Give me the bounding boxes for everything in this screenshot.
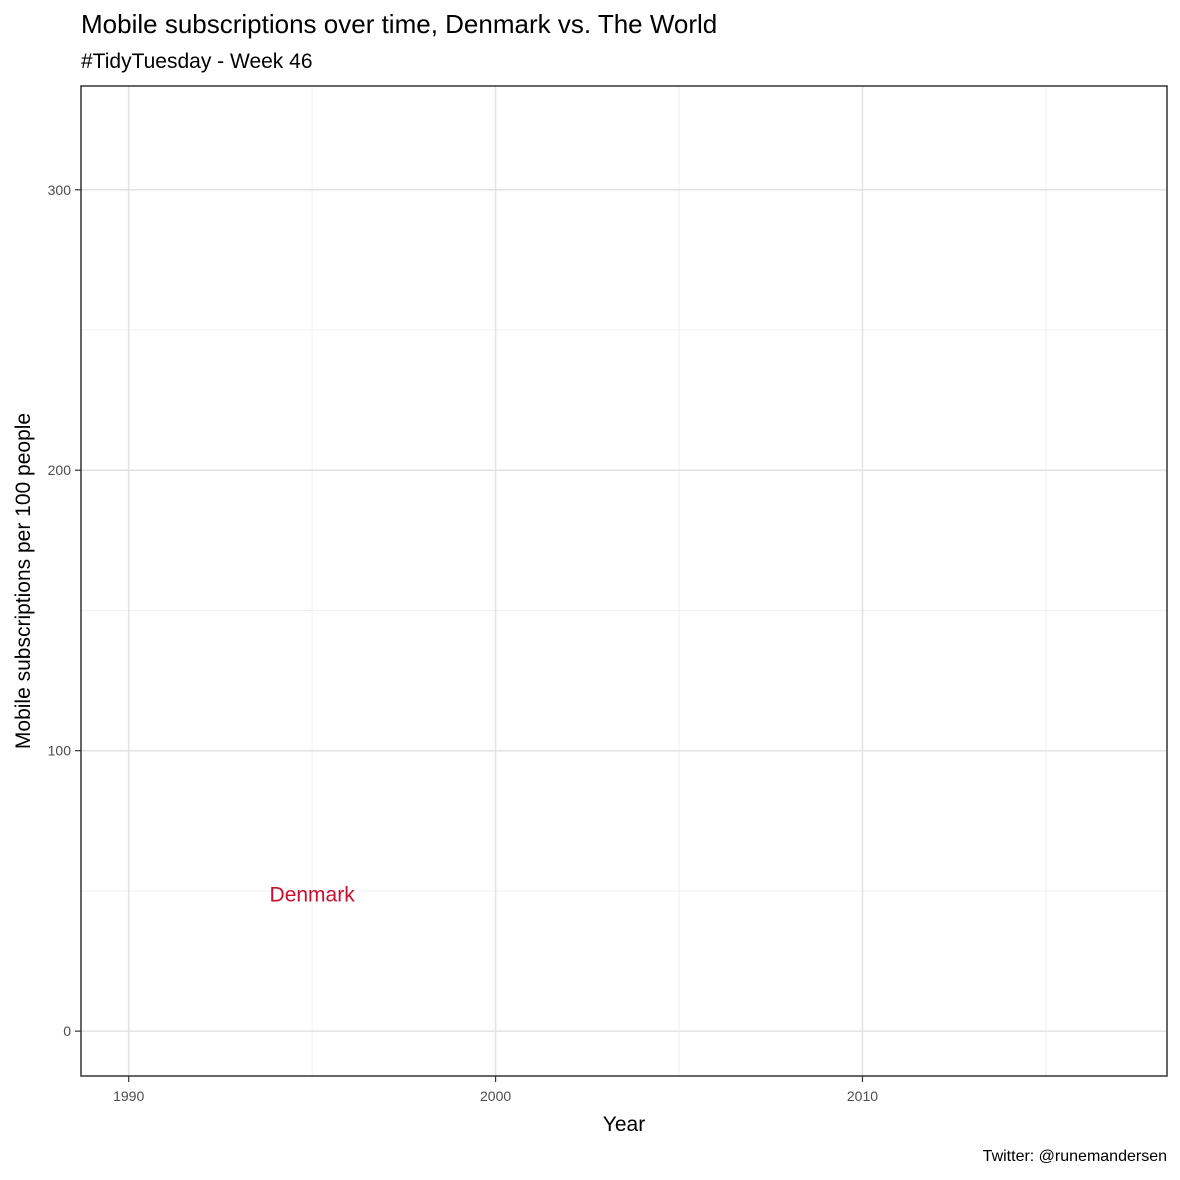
y-tick-label: 100 [48, 743, 72, 759]
x-tick-label: 2000 [480, 1088, 511, 1104]
annotations: Denmark [270, 884, 356, 907]
y-tick-label: 0 [63, 1023, 71, 1039]
panel-border [80, 85, 1168, 1077]
chart-title: Mobile subscriptions over time, Denmark … [81, 9, 718, 39]
y-tick-label: 200 [48, 462, 72, 478]
axis-ticks: 1990 2000 2010 0 100 200 300 [48, 182, 879, 1104]
y-axis-title: Mobile subscriptions per 100 people [12, 413, 35, 749]
x-tick-label: 2010 [847, 1088, 878, 1104]
chart-caption: Twitter: @runemandersen [982, 1148, 1167, 1165]
grid-lines [81, 86, 1167, 1076]
chart-subtitle: #TidyTuesday - Week 46 [81, 50, 313, 73]
x-axis-title: Year [603, 1113, 645, 1136]
annotation-label: Denmark [270, 884, 356, 907]
x-tick-label: 1990 [113, 1088, 144, 1104]
y-tick-label: 300 [48, 182, 72, 198]
